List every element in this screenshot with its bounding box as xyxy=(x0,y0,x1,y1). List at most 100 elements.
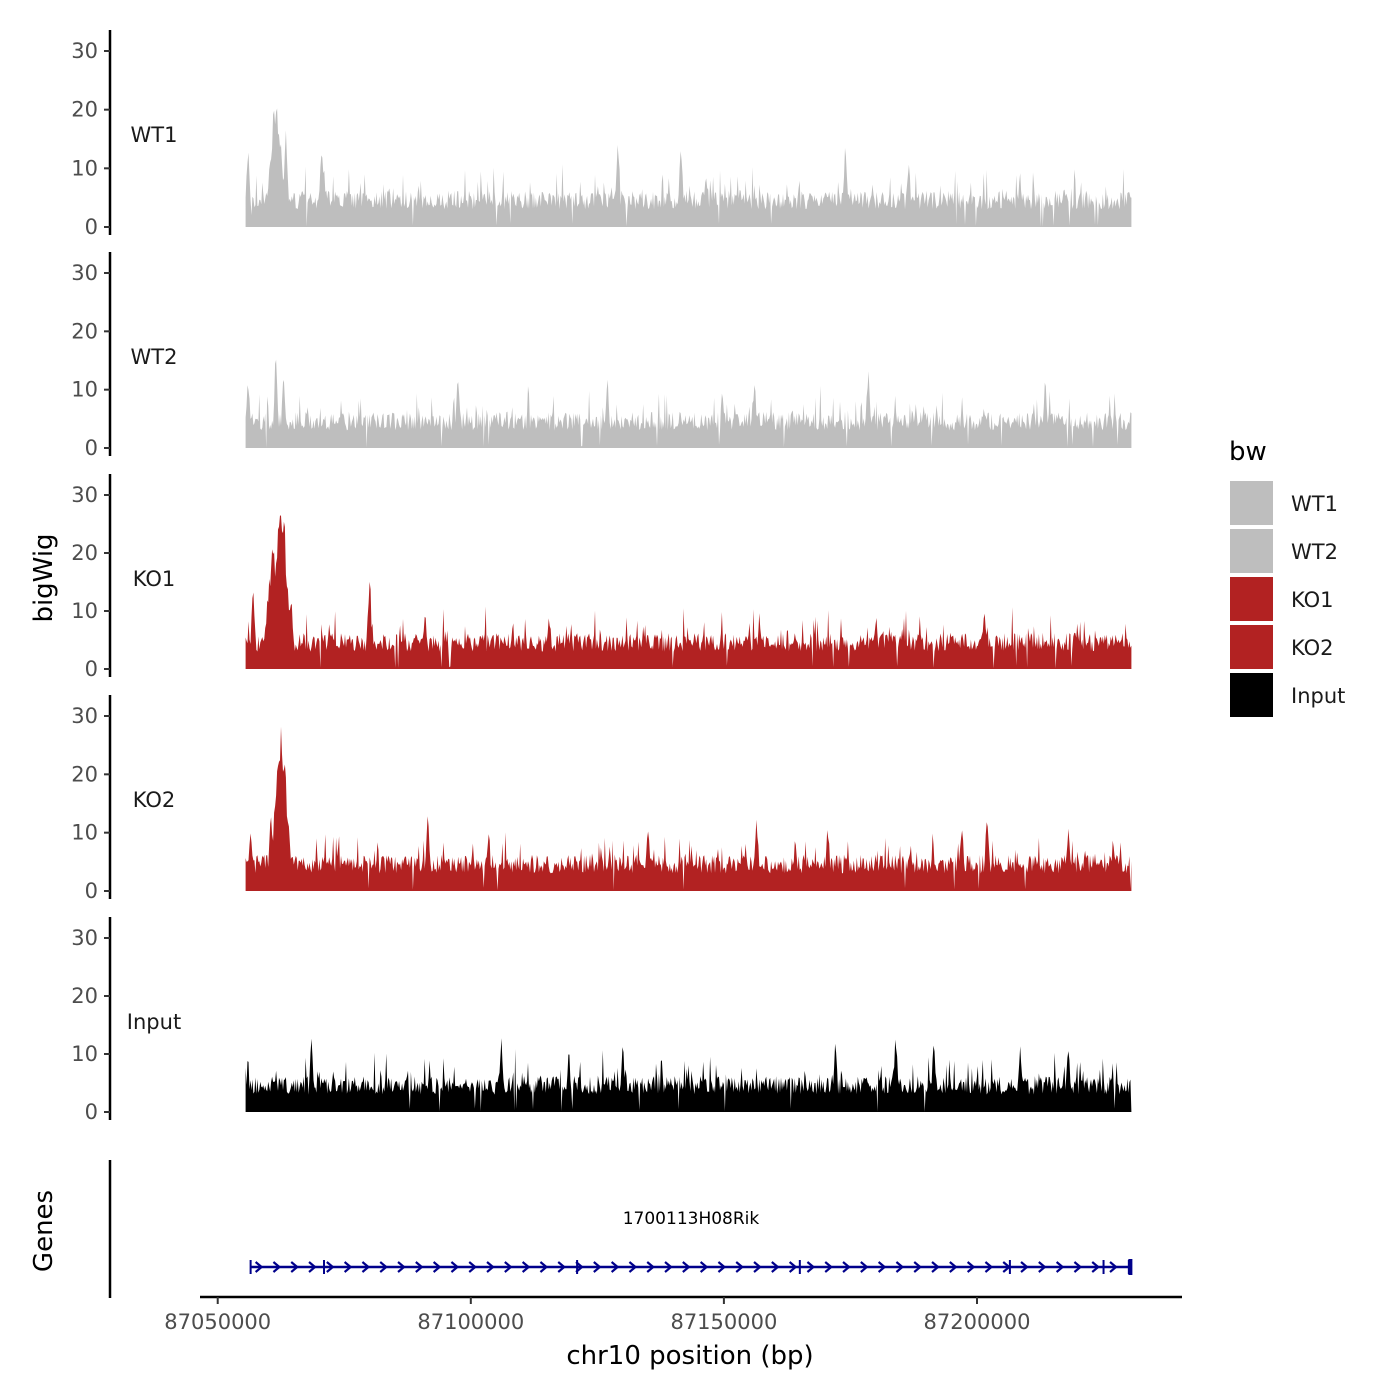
strand-arrow xyxy=(343,1261,353,1273)
y-tick-label: 30 xyxy=(71,39,98,63)
strand-arrow xyxy=(1020,1261,1029,1273)
y-tick-label: 30 xyxy=(71,704,98,728)
strand-arrow xyxy=(593,1261,602,1273)
strand-arrow xyxy=(717,1261,727,1273)
x-tick-label: 87050000 xyxy=(164,1310,271,1334)
strand-arrow xyxy=(557,1261,566,1273)
strand-arrow xyxy=(432,1261,442,1273)
strand-arrow xyxy=(788,1261,798,1273)
track-wt2: 0 10 20 30 WT2 xyxy=(71,252,1132,460)
strand-arrow xyxy=(504,1261,513,1273)
y-tick-label: 30 xyxy=(71,261,98,285)
strand-arrow xyxy=(699,1261,709,1273)
legend-swatch-wt2 xyxy=(1230,529,1273,573)
track-wt1: 0 10 20 30 WT1 xyxy=(71,30,1132,239)
gene-label: 1700113H08Rik xyxy=(623,1209,760,1229)
strand-arrow xyxy=(397,1261,406,1273)
x-tick-label: 87100000 xyxy=(417,1310,524,1334)
strand-arrow xyxy=(682,1261,691,1273)
strand-arrow xyxy=(949,1261,958,1273)
strand-arrow xyxy=(913,1261,922,1273)
strand-arrow xyxy=(610,1261,620,1273)
track-ko2: 0 10 20 30 KO2 xyxy=(71,695,1132,903)
y-tick-label: 0 xyxy=(85,215,98,239)
y-tick-label: 0 xyxy=(85,436,98,460)
y-tick-label: 20 xyxy=(71,541,98,565)
legend-swatch-input xyxy=(1230,673,1273,717)
x-axis-title: chr10 position (bp) xyxy=(566,1341,813,1371)
strand-arrow xyxy=(824,1261,833,1273)
legend-swatch-wt1 xyxy=(1230,481,1273,525)
strand-arrow xyxy=(1055,1261,1065,1273)
strand-arrow xyxy=(326,1261,335,1273)
strand-arrow xyxy=(468,1261,477,1273)
strand-arrow xyxy=(361,1261,371,1273)
track-ko1: 0 10 20 30 KO1 xyxy=(71,474,1132,681)
legend-swatch-ko1 xyxy=(1230,577,1273,621)
y-tick-label: 10 xyxy=(71,1042,98,1066)
strand-arrow xyxy=(1038,1261,1047,1273)
genes-axis-title: Genes xyxy=(29,1190,59,1272)
coverage-area-wt1 xyxy=(245,108,1132,227)
coverage-area-ko2 xyxy=(245,726,1132,891)
strand-arrow xyxy=(771,1261,780,1273)
strand-arrow xyxy=(521,1261,531,1273)
strand-arrow xyxy=(806,1261,816,1273)
strand-arrow xyxy=(842,1261,851,1273)
y-tick-label: 20 xyxy=(71,984,98,1008)
track-label: WT1 xyxy=(131,123,178,147)
y-tick-label: 20 xyxy=(71,98,98,122)
track-label: KO1 xyxy=(133,567,176,591)
track-input: 0 10 20 30 Input xyxy=(71,917,1132,1124)
strand-arrow xyxy=(646,1261,655,1273)
y-tick-label: 20 xyxy=(71,319,98,343)
strand-arrow xyxy=(931,1261,940,1273)
y-tick-label: 30 xyxy=(71,926,98,950)
x-tick-label: 87150000 xyxy=(670,1310,777,1334)
strand-arrow xyxy=(379,1261,388,1273)
strand-arrow xyxy=(308,1261,317,1273)
strand-arrow xyxy=(895,1261,905,1273)
y-tick-label: 20 xyxy=(71,762,98,786)
strand-arrow xyxy=(877,1261,887,1273)
strand-arrow xyxy=(450,1261,460,1273)
y-tick-label: 30 xyxy=(71,483,98,507)
legend-swatch-ko2 xyxy=(1230,625,1273,669)
coverage-area-ko1 xyxy=(245,515,1132,669)
legend-label-wt1: WT1 xyxy=(1291,492,1338,516)
strand-arrow xyxy=(1109,1261,1118,1273)
y-tick-label: 10 xyxy=(71,378,98,402)
coverage-area-wt2 xyxy=(245,359,1132,448)
legend-label-ko2: KO2 xyxy=(1291,636,1334,660)
strand-arrow xyxy=(966,1261,976,1273)
strand-arrow xyxy=(272,1261,282,1273)
y-axis-title: bigWig xyxy=(29,533,59,622)
strand-arrow xyxy=(290,1261,299,1273)
gene-track: 1700113H08Rik xyxy=(108,1160,1133,1298)
x-tick-label: 87200000 xyxy=(924,1310,1031,1334)
legend: bw WT1 WT2 KO1 KO2 Input xyxy=(1229,437,1345,717)
y-tick-label: 10 xyxy=(71,599,98,623)
strand-arrow xyxy=(486,1261,495,1273)
gene-1700113H08Rik: 1700113H08Rik xyxy=(249,1209,1133,1275)
strand-arrow xyxy=(628,1261,638,1273)
strand-arrow xyxy=(1073,1261,1083,1273)
coverage-area-input xyxy=(245,1038,1132,1112)
strand-arrow xyxy=(860,1261,869,1273)
signal-tracks: 0 10 20 30 WT1 0 10 20 30 WT2 0 10 20 30 KO1 0 10 20 30 KO2… xyxy=(71,30,1132,1124)
track-label: KO2 xyxy=(133,788,176,812)
strand-arrow xyxy=(1091,1261,1100,1273)
y-tick-label: 10 xyxy=(71,821,98,845)
strand-arrow xyxy=(254,1261,264,1273)
track-label: Input xyxy=(127,1010,181,1034)
x-axis: 87050000 87100000 87150000 87200000 xyxy=(164,1295,1182,1334)
y-tick-label: 10 xyxy=(71,156,98,180)
y-tick-label: 0 xyxy=(85,1100,98,1124)
y-tick-label: 0 xyxy=(85,657,98,681)
track-label: WT2 xyxy=(131,345,178,369)
legend-label-wt2: WT2 xyxy=(1291,540,1338,564)
strand-arrow xyxy=(415,1261,424,1273)
strand-arrow xyxy=(539,1261,549,1273)
legend-label-input: Input xyxy=(1291,684,1345,708)
